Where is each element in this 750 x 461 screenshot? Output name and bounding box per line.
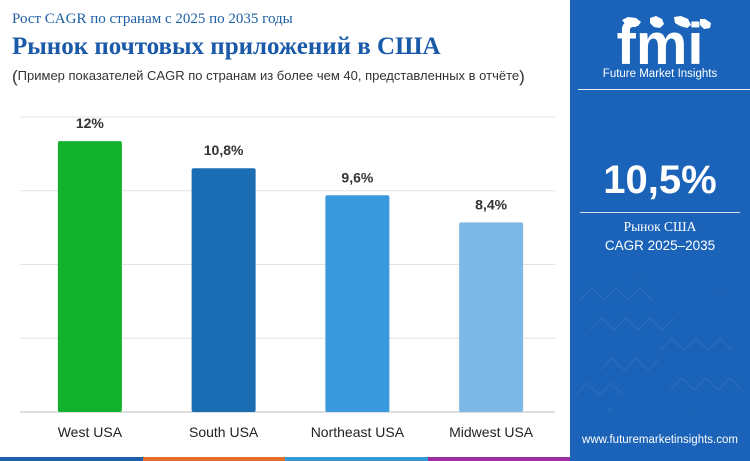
bar-northeast-usa [325, 195, 390, 412]
website-link[interactable]: www.futuremarketinsights.com [582, 434, 738, 446]
footer-bar-segment [142, 457, 285, 461]
bar-value-label: 8,4% [475, 196, 507, 212]
x-tick-label: South USA [189, 424, 259, 440]
bar-midwest-usa [459, 222, 524, 412]
bar-chart: 12% 10,8% 9,6% 8,4% West USA South USA Northe… [20, 115, 555, 440]
footer-bar-segment [427, 457, 570, 461]
chart-panel: Рост CAGR по странам с 2025 по 2035 годы… [0, 11, 570, 461]
highlight-label-cagr: CAGR 2025–2035 [604, 238, 716, 253]
chart-title: Рынок почтовых приложений в США [12, 33, 441, 60]
x-tick-label: Northeast USA [311, 424, 405, 440]
footer-color-bar [0, 457, 570, 461]
bar-west-usa [57, 141, 122, 412]
x-tick-label: West USA [58, 424, 123, 440]
sidebar-panel: fmi Future Market Insights 10,5% Рынок С… [570, 0, 750, 461]
fmi-logo: fmi [617, 12, 711, 77]
footer-bar-segment [285, 457, 428, 461]
highlight-label-market: Рынок США [623, 219, 697, 234]
chart-note: (Пример показателей CAGR по странам из б… [12, 67, 525, 86]
bar-value-label: 12% [76, 115, 105, 131]
chart-subtitle: Рост CAGR по странам с 2025 по 2035 годы [12, 11, 293, 27]
logo-divider [578, 89, 750, 90]
chart-note-text: Пример показателей CAGR по странам из бо… [17, 68, 520, 83]
highlight-value: 10,5% [603, 158, 717, 202]
highlight-divider [580, 212, 740, 213]
bar-value-label: 10,8% [204, 142, 244, 158]
background-pattern [574, 278, 743, 412]
footer-bar-segment [0, 457, 143, 461]
bar-value-label: 9,6% [341, 169, 373, 185]
x-tick-label: Midwest USA [449, 424, 534, 440]
bar-south-usa [191, 168, 256, 412]
logo-caption: Future Market Insights [602, 68, 718, 80]
